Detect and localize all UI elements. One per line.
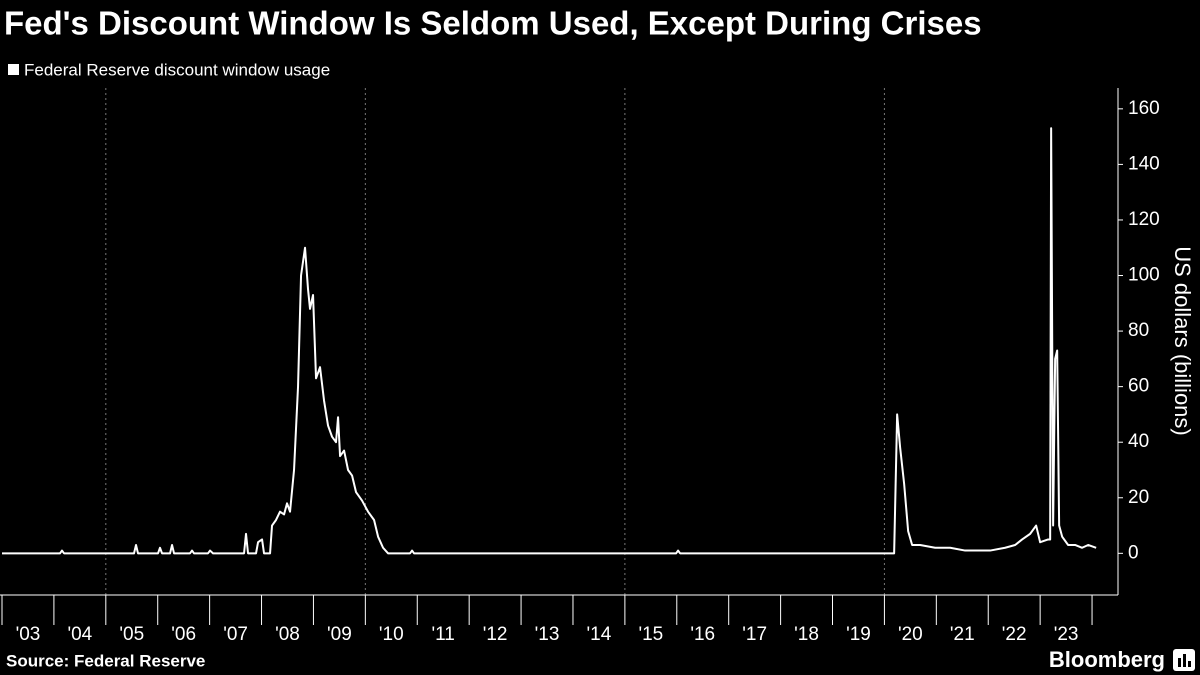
x-tick-label: '23 bbox=[1054, 624, 1079, 645]
line bbox=[2, 127, 1097, 555]
chart-title: Fed's Discount Window Is Seldom Used, Ex… bbox=[4, 5, 982, 42]
y-tick-label: 100 bbox=[1128, 265, 1160, 286]
source: Source: Federal Reserve bbox=[6, 651, 205, 670]
x-tick-label: '13 bbox=[535, 624, 560, 645]
x-tick-label: '05 bbox=[119, 624, 144, 645]
x-tick-label: '10 bbox=[379, 624, 404, 645]
x-tick-label: '16 bbox=[690, 624, 715, 645]
x-tick-label: '17 bbox=[742, 624, 767, 645]
legend-swatch bbox=[8, 64, 19, 75]
x-tick-label: '12 bbox=[483, 624, 508, 645]
y-tick-label: 120 bbox=[1128, 209, 1160, 230]
y-tick-label: 160 bbox=[1128, 98, 1160, 119]
y-tick-label: 60 bbox=[1128, 376, 1149, 397]
y-axis-label: US dollars (billions) bbox=[1170, 246, 1195, 436]
x-tick-label: '20 bbox=[898, 624, 923, 645]
y-tick-label: 80 bbox=[1128, 320, 1149, 341]
y-tick-label: 0 bbox=[1128, 542, 1139, 563]
x-tick-label: '22 bbox=[1002, 624, 1027, 645]
x-tick-label: '21 bbox=[950, 624, 975, 645]
x-tick-label: '06 bbox=[171, 624, 196, 645]
x-tick-label: '07 bbox=[223, 624, 248, 645]
y-tick-label: 40 bbox=[1128, 431, 1149, 452]
x-tick-label: '19 bbox=[846, 624, 871, 645]
x-tick-label: '18 bbox=[794, 624, 819, 645]
y-tick-label: 140 bbox=[1128, 153, 1160, 174]
x-tick-label: '04 bbox=[67, 624, 92, 645]
x-tick-label: '11 bbox=[432, 624, 455, 645]
brand: Bloomberg bbox=[1049, 647, 1165, 672]
brand-icon bbox=[1173, 649, 1195, 671]
y-tick-label: 20 bbox=[1128, 487, 1149, 508]
x-tick-label: '09 bbox=[327, 624, 352, 645]
x-tick-label: '15 bbox=[638, 624, 663, 645]
legend-label: Federal Reserve discount window usage bbox=[24, 60, 330, 79]
x-tick-label: '08 bbox=[275, 624, 300, 645]
x-tick-label: '14 bbox=[587, 624, 612, 645]
x-tick-label: '03 bbox=[16, 624, 41, 645]
